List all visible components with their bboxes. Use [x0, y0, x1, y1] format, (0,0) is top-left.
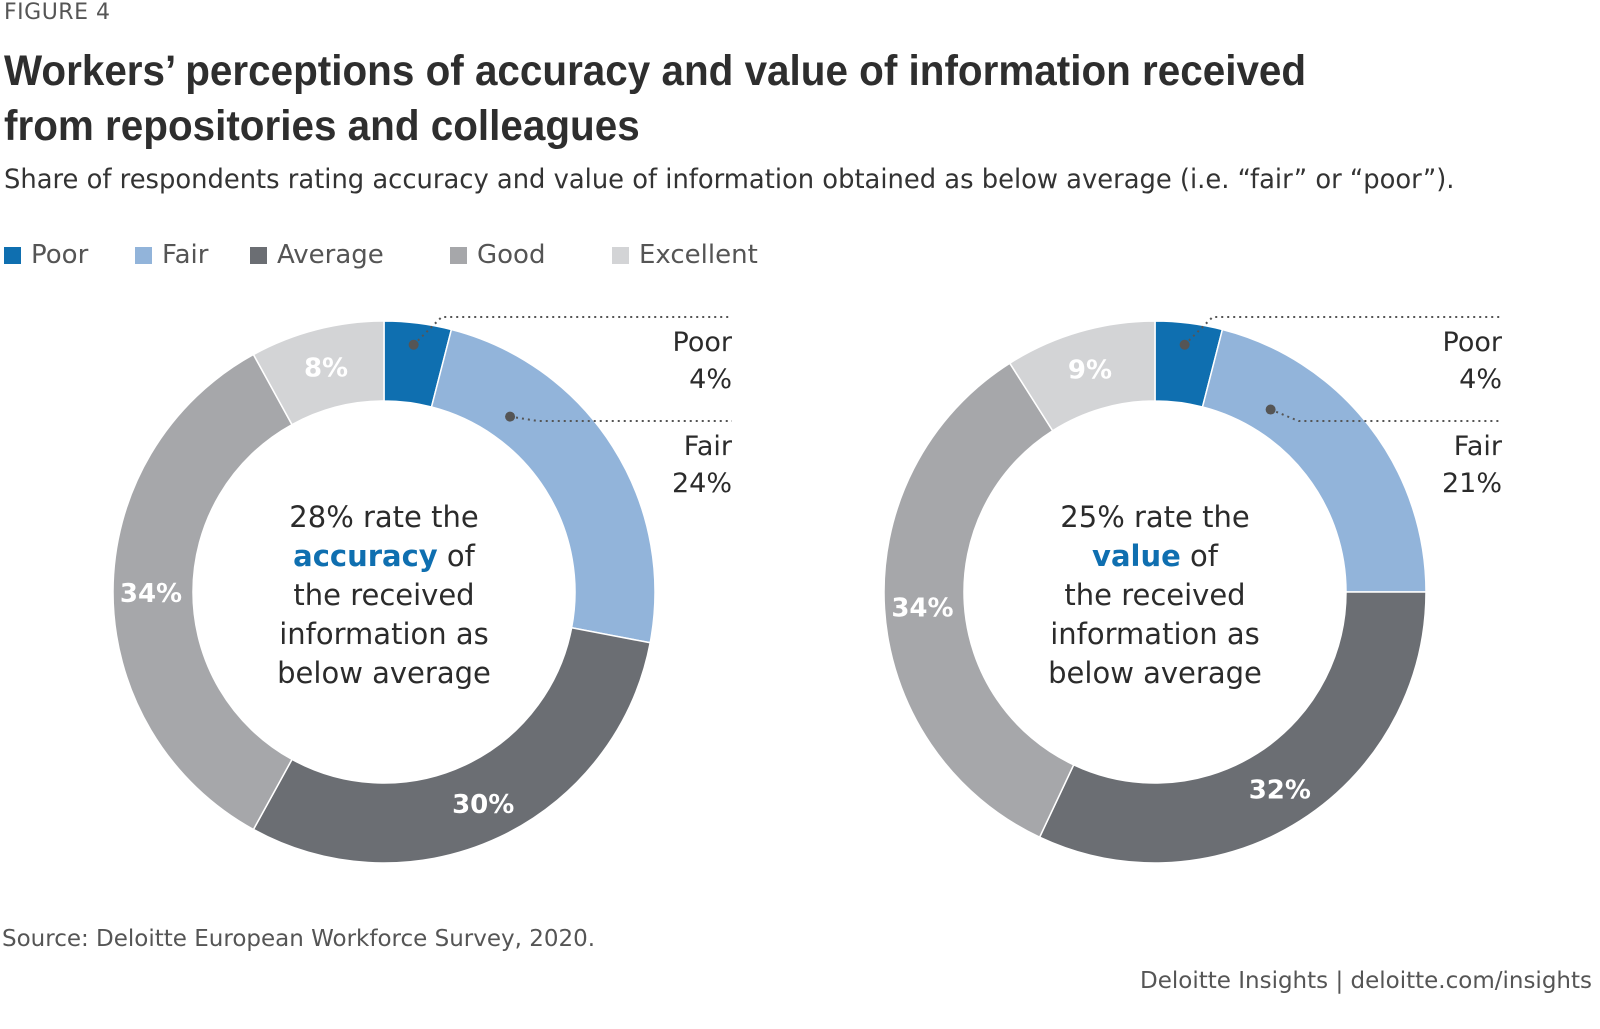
- center-text-line-5: below average: [1048, 656, 1262, 690]
- slice-good: [112, 353, 294, 831]
- callout-value-poor: 4%: [1459, 364, 1502, 395]
- center-text-line-4: information as: [279, 617, 488, 651]
- footer-credit: Deloitte Insights | deloitte.com/insight…: [1140, 968, 1592, 994]
- callout-name-fair: Fair: [1454, 431, 1503, 462]
- center-text-line-3: the received: [293, 578, 474, 612]
- donut-chart-2: 32% 34% 9% Poor 4% Fair 21% 25% rate the value o…: [883, 316, 1503, 864]
- slice-label-average: 32%: [1249, 776, 1311, 806]
- legend-item-fair: Fair: [135, 238, 208, 272]
- legend-item-average: Average: [250, 238, 384, 272]
- slice-label-excellent: 8%: [304, 353, 348, 383]
- legend-label-poor: Poor: [31, 240, 89, 270]
- callout-dot-fair: [1265, 404, 1276, 415]
- callout-value-fair: 24%: [672, 468, 732, 499]
- chart-subtitle: Share of respondents rating accuracy and…: [4, 164, 1455, 195]
- legend-swatch-poor: [4, 246, 21, 264]
- legend-swatch-good: [450, 246, 467, 264]
- slice-label-good: 34%: [891, 594, 953, 624]
- legend-swatch-excellent: [612, 246, 629, 264]
- donut-chart-1: 30% 34% 8% Poor 4% Fair 24% 28% rate the accurac…: [112, 316, 733, 864]
- callout-value-poor: 4%: [689, 364, 732, 395]
- slice-excellent: [252, 320, 385, 426]
- center-text-post: of: [438, 539, 476, 573]
- source-note: Source: Deloitte European Workforce Surv…: [2, 926, 596, 952]
- callout-name-poor: Poor: [673, 327, 733, 358]
- callout-line-fair: [1270, 408, 1502, 422]
- chart-title-line-2: from repositories and colleagues: [4, 102, 640, 150]
- callout-dot-poor: [1179, 339, 1190, 350]
- center-text-line-1: 25% rate the: [1060, 500, 1249, 534]
- center-text-line-2: value of: [1092, 539, 1219, 573]
- callout-dot-fair: [505, 411, 516, 422]
- chart-title: Workers’ perceptions of accuracy and val…: [4, 44, 1414, 154]
- slice-good: [883, 362, 1075, 839]
- slice-fair: [1201, 328, 1427, 593]
- slice-label-good: 34%: [120, 579, 182, 609]
- callout-dot-poor: [408, 339, 419, 350]
- callout-line-poor: [1183, 316, 1502, 346]
- legend-swatch-fair: [135, 246, 152, 264]
- figure-label: FIGURE 4: [4, 0, 111, 25]
- center-text-line-4: information as: [1050, 617, 1259, 651]
- center-text-line-2: accuracy of: [293, 539, 476, 573]
- callout-value-fair: 21%: [1442, 468, 1502, 499]
- legend: Poor Fair Average Good Excellent: [4, 238, 804, 272]
- center-text-line-5: below average: [277, 656, 491, 690]
- callout-name-fair: Fair: [684, 431, 733, 462]
- center-text-highlight: accuracy: [293, 539, 438, 573]
- slice-average: [1038, 591, 1427, 864]
- slice-average: [252, 626, 652, 864]
- legend-item-good: Good: [450, 238, 545, 272]
- legend-label-good: Good: [477, 240, 546, 270]
- legend-item-poor: Poor: [4, 238, 88, 272]
- slice-label-excellent: 9%: [1068, 355, 1112, 385]
- chart-title-line-1: Workers’ perceptions of accuracy and val…: [4, 47, 1307, 95]
- center-text-post: of: [1181, 539, 1219, 573]
- slice-excellent: [1008, 320, 1156, 432]
- center-text-highlight: value: [1092, 539, 1181, 573]
- center-text-line-1: 28% rate the: [289, 500, 478, 534]
- callout-line-poor: [412, 316, 732, 346]
- legend-label-average: Average: [277, 240, 384, 270]
- legend-swatch-average: [250, 246, 267, 264]
- legend-label-fair: Fair: [162, 240, 209, 270]
- legend-label-excellent: Excellent: [639, 240, 758, 270]
- callout-name-poor: Poor: [1443, 327, 1503, 358]
- slice-label-average: 30%: [452, 790, 514, 820]
- legend-item-excellent: Excellent: [612, 238, 758, 272]
- callout-line-fair: [509, 415, 732, 422]
- center-text-line-3: the received: [1064, 578, 1245, 612]
